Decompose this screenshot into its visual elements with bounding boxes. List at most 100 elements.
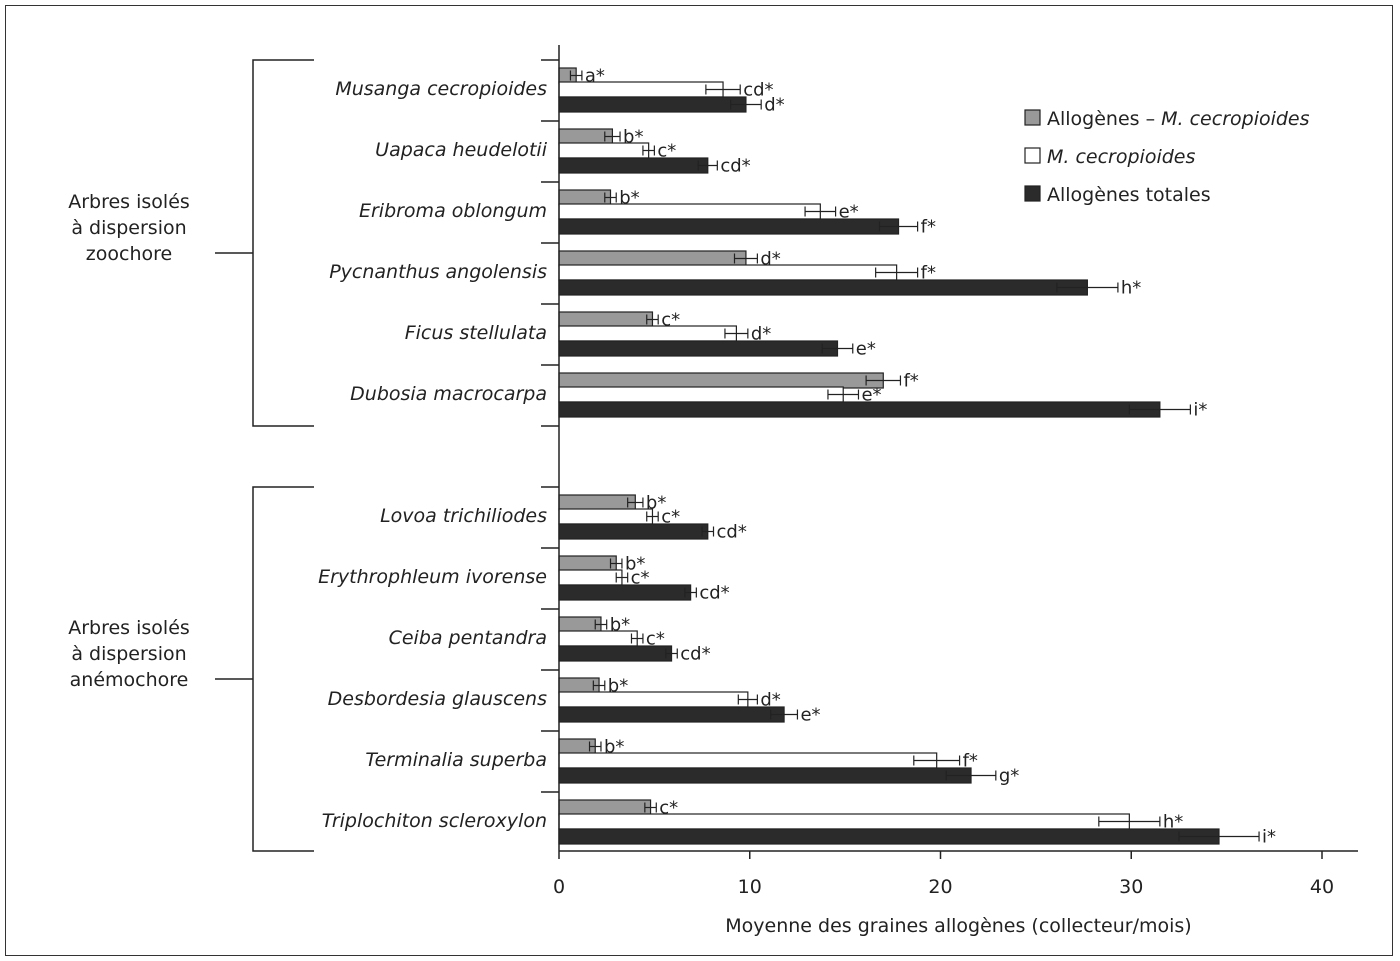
x-tick-label-4: 40 xyxy=(1310,876,1334,898)
category-label-9: Desbordesia glauscens xyxy=(328,688,547,710)
category-label-3: Pycnanthus angolensis xyxy=(329,261,547,283)
bar-black-9 xyxy=(558,706,785,723)
significance-label-white-8: c* xyxy=(646,629,665,650)
significance-label-gray-9: b* xyxy=(608,676,628,697)
legend-label-part: Allogènes totales xyxy=(1047,184,1211,206)
bar-black-3 xyxy=(558,279,1088,296)
bar-white-10 xyxy=(558,752,938,769)
significance-label-gray-4: c* xyxy=(661,310,680,331)
legend-label-white: M. cecropioides xyxy=(1047,146,1195,168)
bar-black-7 xyxy=(558,584,692,601)
significance-label-black-10: g* xyxy=(999,766,1019,787)
bar-white-1 xyxy=(558,142,650,159)
bars: a*b*b*d*c*f*b*b*b*b*b*c*cd*c*e*f*d*e*c*c… xyxy=(558,66,1276,848)
category-labels: Musanga cecropioides Uapaca heudelotii Eri… xyxy=(318,78,548,832)
significance-label-gray-7: b* xyxy=(625,554,645,575)
group-label-0-line-1: à dispersion xyxy=(71,217,186,239)
bar-white-8 xyxy=(558,630,638,647)
bar-white-2 xyxy=(558,203,821,220)
group-label-1-line-0: Arbres isolés xyxy=(68,617,190,639)
bar-black-0 xyxy=(558,96,747,113)
bar-white-9 xyxy=(558,691,749,708)
significance-label-white-5: e* xyxy=(861,385,881,406)
axes: 0 10 20 30 40 Moyenne des graines allogènes (… xyxy=(541,45,1358,937)
significance-label-white-9: d* xyxy=(760,690,780,711)
group-label-0-line-2: zoochore xyxy=(86,243,172,265)
significance-label-black-2: f* xyxy=(921,217,936,238)
bar-white-11 xyxy=(558,813,1130,830)
significance-label-black-0: d* xyxy=(764,95,784,116)
bar-black-1 xyxy=(558,157,709,174)
significance-label-black-7: cd* xyxy=(699,583,729,604)
significance-label-white-11: h* xyxy=(1163,812,1183,833)
x-axis-title: Moyenne des graines allogènes (collecteu… xyxy=(725,915,1191,937)
x-tick-label-3: 30 xyxy=(1119,876,1143,898)
bar-gray-6 xyxy=(558,494,636,511)
group-label-1-line-1: à dispersion xyxy=(71,643,186,665)
bar-black-5 xyxy=(558,401,1161,418)
bar-white-7 xyxy=(558,569,623,586)
significance-label-white-3: f* xyxy=(921,263,936,284)
significance-label-black-11: i* xyxy=(1262,827,1276,848)
significance-label-black-3: h* xyxy=(1121,278,1141,299)
group-label-0-line-0: Arbres isolés xyxy=(68,191,190,213)
category-label-5: Dubosia macrocarpa xyxy=(350,383,547,405)
bar-white-4 xyxy=(558,325,737,342)
category-label-7: Erythrophleum ivorense xyxy=(318,566,547,588)
category-label-8: Ceiba pentandra xyxy=(389,627,547,649)
legend-swatch-gray xyxy=(1024,109,1041,126)
category-label-4: Ficus stellulata xyxy=(405,322,547,344)
bar-white-0 xyxy=(558,81,724,98)
significance-label-gray-10: b* xyxy=(604,737,624,758)
significance-label-gray-5: f* xyxy=(903,371,918,392)
significance-label-white-4: d* xyxy=(751,324,771,345)
significance-label-white-1: c* xyxy=(657,141,676,162)
significance-label-gray-3: d* xyxy=(760,249,780,270)
significance-label-black-8: cd* xyxy=(680,644,710,665)
bar-black-4 xyxy=(558,340,839,357)
bar-black-11 xyxy=(558,828,1220,845)
bar-white-6 xyxy=(558,508,654,525)
bar-white-3 xyxy=(558,264,898,281)
significance-label-gray-11: c* xyxy=(659,798,678,819)
significance-label-black-9: e* xyxy=(800,705,820,726)
category-label-6: Lovoa trichiliodes xyxy=(380,505,547,527)
legend-label-gray: Allogènes – M. cecropioides xyxy=(1047,108,1310,130)
category-label-2: Eribroma oblongum xyxy=(359,200,547,222)
bar-gray-5 xyxy=(558,372,884,389)
x-tick-label-0: 0 xyxy=(553,876,565,898)
significance-label-black-6: cd* xyxy=(717,522,747,543)
significance-label-white-0: cd* xyxy=(743,80,773,101)
bar-black-8 xyxy=(558,645,673,662)
bar-black-2 xyxy=(558,218,900,235)
legend-swatch-white xyxy=(1024,147,1041,164)
category-label-1: Uapaca heudelotii xyxy=(375,139,548,161)
legend-label-part: Allogènes – xyxy=(1047,108,1161,130)
bar-black-6 xyxy=(558,523,709,540)
category-label-10: Terminalia superba xyxy=(365,749,547,771)
significance-label-white-10: f* xyxy=(963,751,978,772)
significance-label-white-6: c* xyxy=(661,507,680,528)
x-tick-label-2: 20 xyxy=(928,876,952,898)
category-label-0: Musanga cecropioides xyxy=(335,78,547,100)
group-bracket-1 xyxy=(252,486,314,852)
significance-label-black-1: cd* xyxy=(720,156,750,177)
bar-gray-4 xyxy=(558,311,654,328)
bar-gray-11 xyxy=(558,799,652,816)
group-label-1-line-2: anémochore xyxy=(70,669,189,691)
x-tick-label-1: 10 xyxy=(738,876,762,898)
legend-swatch-black xyxy=(1024,185,1041,202)
bar-gray-2 xyxy=(558,189,612,206)
significance-label-white-2: e* xyxy=(839,202,859,223)
legend-label-italic-part: M. cecropioides xyxy=(1161,108,1309,130)
group-brackets: Arbres isolés à dispersion zoochore Arbres … xyxy=(68,59,314,852)
bar-gray-3 xyxy=(558,250,747,267)
group-bracket-0 xyxy=(252,59,314,427)
significance-label-gray-1: b* xyxy=(623,127,643,148)
bar-black-10 xyxy=(558,767,972,784)
significance-label-black-5: i* xyxy=(1193,400,1207,421)
legend-label-italic-part: M. cecropioides xyxy=(1047,146,1195,168)
significance-label-gray-0: a* xyxy=(585,66,605,87)
